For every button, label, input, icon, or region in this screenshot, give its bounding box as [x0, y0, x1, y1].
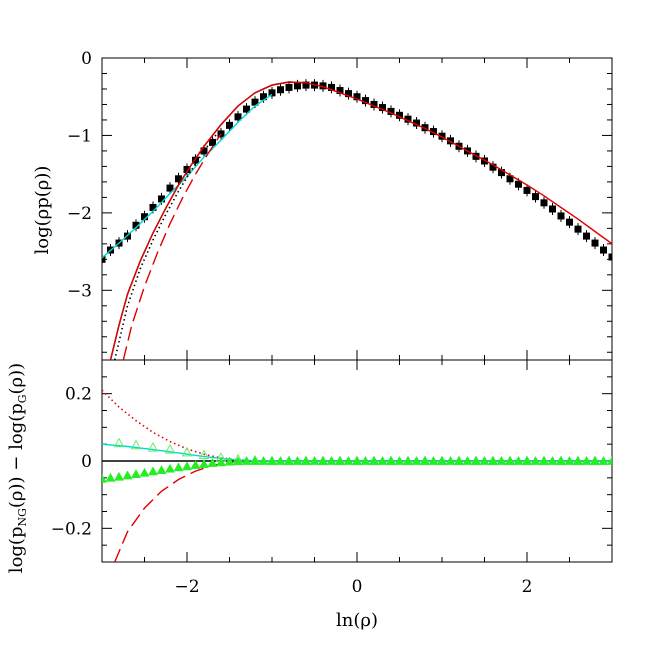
bottom-triangle-point	[428, 455, 439, 465]
bottom-triangle-point	[607, 455, 612, 465]
bottom-triangle-point	[590, 455, 600, 465]
top-panel-ticks	[101, 57, 613, 360]
bottom-triangle-point	[292, 455, 303, 465]
bottom-triangle-point	[530, 455, 541, 465]
bottom-y-tick-label: −0.2	[51, 519, 92, 539]
bottom-triangle-point	[581, 455, 592, 465]
bottom-triangle-point	[250, 455, 260, 465]
bottom-y-axis-label: log(pNG(ρ)) − log(pG(ρ))	[6, 363, 29, 573]
bottom-triangle-point	[114, 471, 124, 481]
top-panel-series	[102, 79, 612, 360]
bottom-series-line-dotted	[102, 389, 256, 462]
bottom-triangle-point	[131, 469, 141, 478]
bottom-triangle-point	[199, 459, 209, 468]
bottom-triangle-point	[216, 457, 226, 467]
bottom-open-triangle-point	[113, 437, 125, 448]
bottom-triangle-point	[496, 455, 507, 465]
bottom-triangle-point	[122, 470, 133, 480]
bottom-x-tick-label: 0	[352, 577, 363, 597]
bottom-open-triangle-point	[164, 444, 176, 454]
bottom-triangle-point	[411, 455, 422, 465]
top-series-line-solid	[109, 81, 307, 360]
bottom-triangle-point	[403, 455, 413, 465]
bottom-triangle-point	[309, 455, 320, 465]
bottom-triangle-point	[573, 455, 583, 465]
bottom-triangle-point	[369, 455, 379, 465]
bottom-triangle-point	[275, 455, 286, 465]
top-series-line-dashed	[122, 133, 222, 360]
bottom-triangle-point	[258, 455, 269, 465]
bottom-triangle-point	[488, 455, 498, 465]
bottom-triangle-point	[556, 455, 566, 465]
bottom-triangle-point	[454, 455, 464, 465]
bottom-triangle-point	[598, 455, 609, 465]
bottom-triangle-point	[394, 455, 405, 465]
bottom-panel-ticks	[101, 359, 613, 563]
top-y-tick-label: 0	[81, 49, 92, 69]
bottom-triangle-point	[241, 455, 252, 465]
bottom-triangle-point	[173, 462, 184, 472]
top-y-tick-label: −1	[67, 126, 92, 146]
top-y-axis-label: log(ρp(ρ))	[32, 166, 53, 255]
bottom-triangle-point	[479, 455, 490, 465]
top-panel-tick-labels: 0 −1 −2 −3	[67, 49, 92, 301]
bottom-triangle-point	[165, 463, 175, 473]
bottom-open-triangle-point	[147, 442, 159, 452]
bottom-triangle-point	[462, 455, 473, 465]
top-series-line-dotted	[113, 133, 218, 360]
bottom-triangle-point	[326, 455, 337, 465]
bottom-x-tick-label: 2	[522, 577, 533, 597]
bottom-triangle-point	[182, 461, 192, 471]
bottom-panel-tick-labels: 0.2 0 −0.2 −2 0 2	[51, 385, 533, 597]
top-panel-frame	[101, 57, 613, 361]
bottom-triangle-point	[386, 455, 396, 465]
bottom-triangle-point	[564, 455, 575, 465]
bottom-triangle-point	[284, 455, 294, 465]
bottom-triangle-point	[352, 455, 362, 465]
bottom-triangle-point	[267, 455, 277, 465]
bottom-triangle-point	[377, 455, 388, 465]
top-y-tick-label: −3	[67, 281, 92, 301]
bottom-triangle-point	[190, 460, 201, 469]
bottom-triangle-point	[437, 455, 447, 465]
bottom-triangle-point	[522, 455, 532, 465]
bottom-triangle-point	[139, 467, 150, 477]
bottom-triangle-point	[420, 455, 430, 465]
bottom-open-triangle-point	[130, 439, 142, 450]
bottom-y-tick-label: 0	[81, 452, 92, 472]
bottom-triangle-point	[343, 455, 354, 465]
bottom-triangle-point	[102, 473, 107, 483]
bottom-triangle-point	[505, 455, 515, 465]
bottom-triangle-point	[224, 456, 235, 466]
bottom-triangle-point	[207, 458, 218, 467]
top-y-tick-label: −2	[67, 204, 92, 224]
bottom-open-triangle-point	[198, 449, 210, 460]
bottom-triangle-point	[360, 455, 371, 465]
bottom-triangle-point	[148, 466, 158, 476]
bottom-triangle-point	[547, 455, 558, 465]
bottom-triangle-point	[318, 455, 328, 465]
x-axis-label: ln(ρ)	[336, 610, 378, 631]
bottom-open-triangle-point	[181, 446, 193, 457]
bottom-x-tick-label: −2	[174, 577, 199, 597]
bottom-series-line-dashed	[114, 460, 247, 562]
bottom-y-tick-label: 0.2	[65, 385, 92, 405]
bottom-triangle-point	[105, 472, 116, 482]
bottom-triangle-point	[445, 455, 456, 465]
bottom-triangle-point	[233, 456, 243, 466]
bottom-triangle-point	[471, 455, 481, 465]
top-data-point	[608, 253, 612, 261]
bottom-triangle-point	[335, 455, 345, 465]
bottom-panel-series	[102, 389, 612, 562]
top-data-point	[102, 255, 106, 263]
bottom-triangle-point	[539, 455, 549, 465]
bottom-triangle-point	[301, 455, 311, 465]
bottom-triangle-point	[156, 465, 167, 474]
bottom-triangle-point	[513, 455, 524, 465]
top-series-line-solid	[109, 81, 612, 360]
